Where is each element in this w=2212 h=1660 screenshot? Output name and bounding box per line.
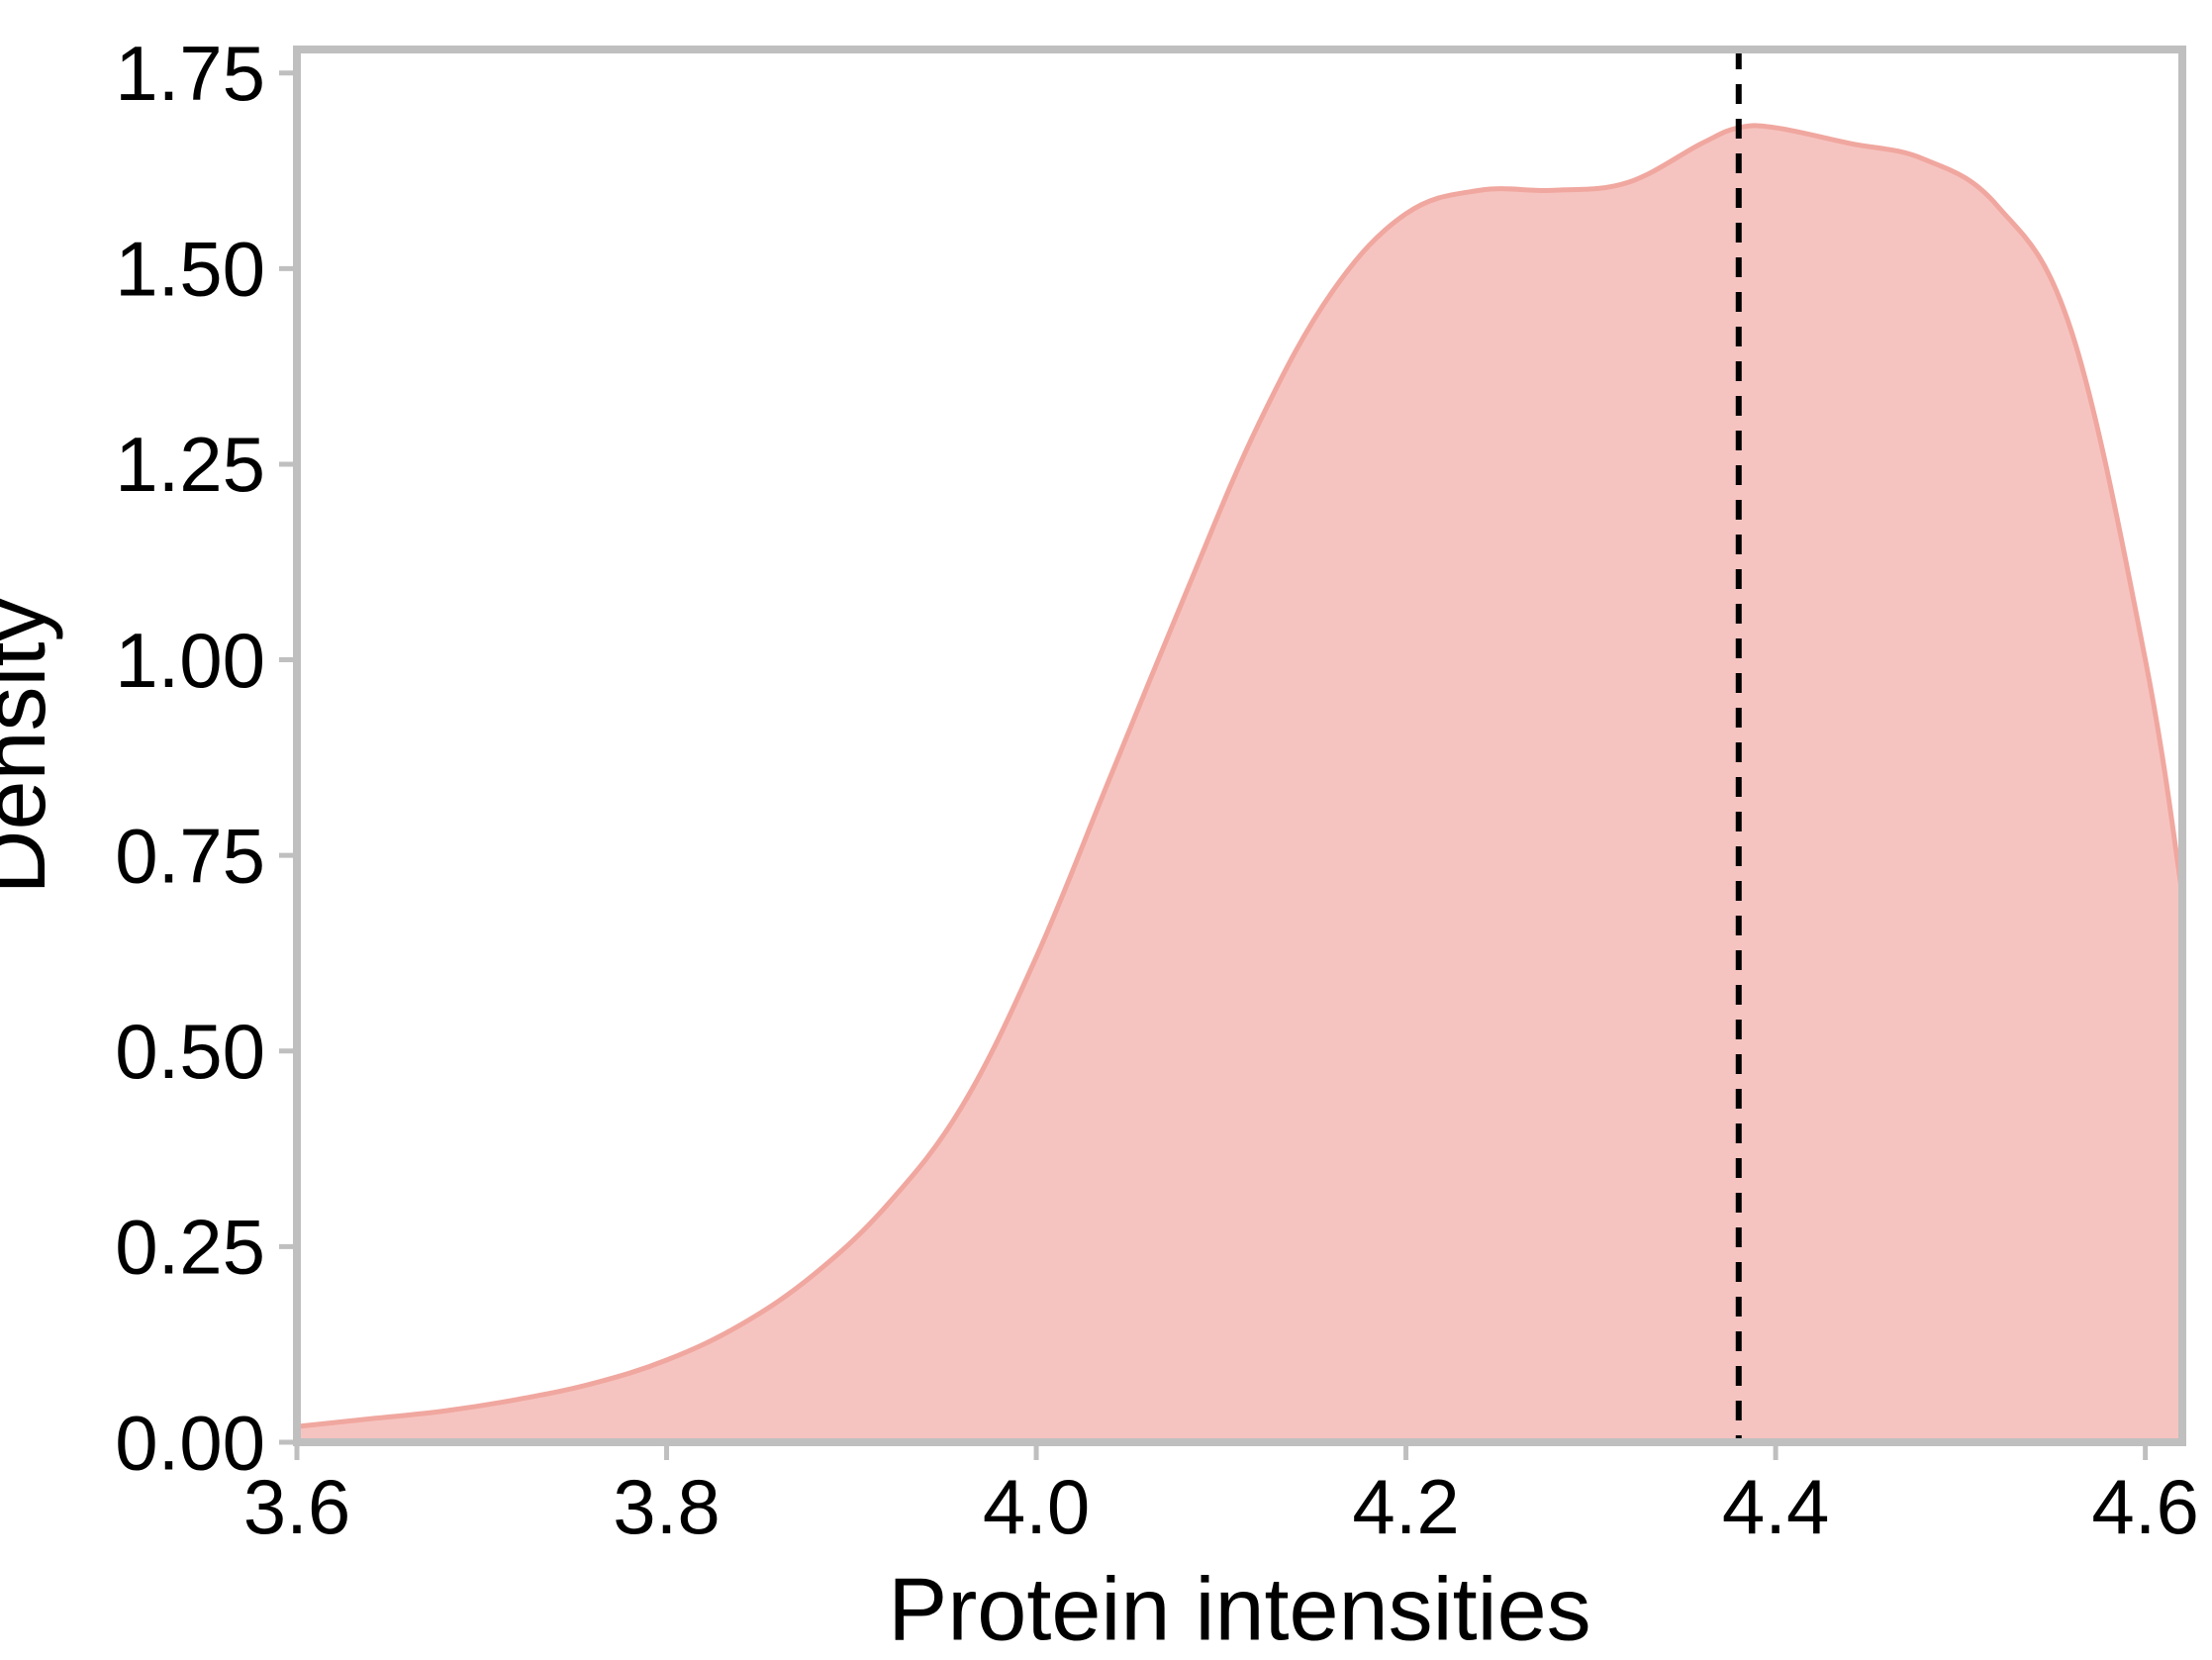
y-tick-label: 1.50 [115,226,265,313]
x-tick-label: 3.8 [613,1463,720,1550]
y-tick-label: 0.50 [115,1008,265,1095]
x-tick-label: 4.6 [2091,1463,2198,1550]
x-tick-label: 4.4 [1722,1463,1829,1550]
y-axis-label: Density [0,597,64,894]
y-tick-label: 0.00 [115,1399,265,1486]
y-tick-label: 0.75 [115,812,265,899]
density-chart: 3.63.84.04.24.44.60.000.250.500.751.001.… [0,0,2212,1660]
y-tick-label: 1.00 [115,617,265,704]
y-tick-label: 1.75 [115,30,265,117]
y-tick-label: 1.25 [115,421,265,508]
x-tick-label: 4.2 [1352,1463,1459,1550]
x-tick-label: 4.0 [983,1463,1090,1550]
x-axis-label: Protein intensities [888,1561,1590,1660]
y-tick-label: 0.25 [115,1204,265,1291]
chart-svg: 3.63.84.04.24.44.60.000.250.500.751.001.… [0,0,2212,1660]
